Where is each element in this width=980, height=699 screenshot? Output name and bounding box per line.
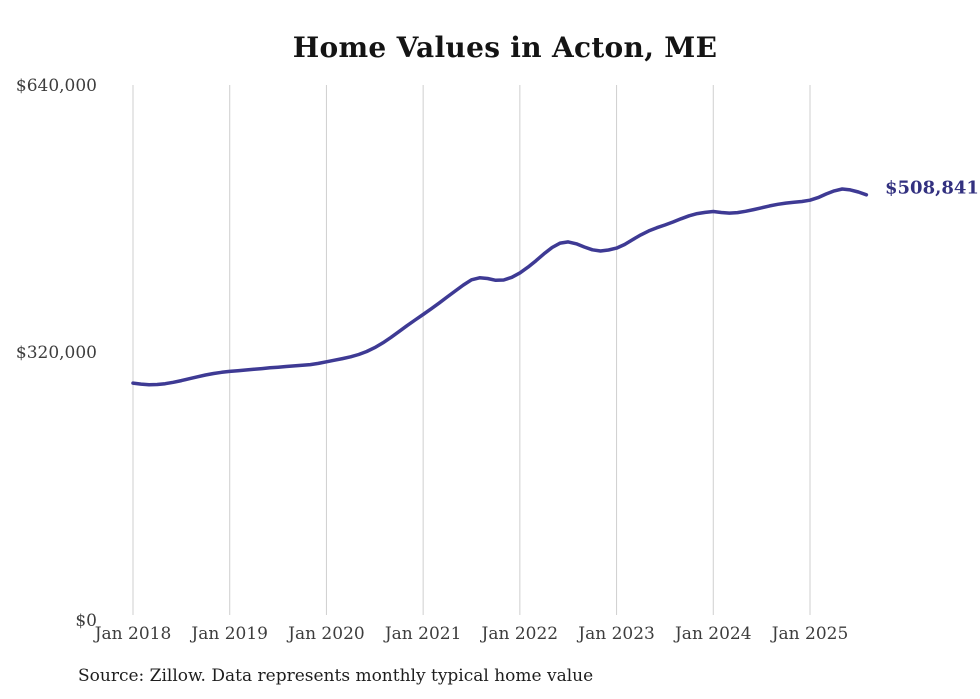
x-axis-label: Jan 2018 [94,624,172,644]
x-axis-label: Jan 2024 [674,624,752,644]
latest-value-label: $508,841 [885,177,979,199]
chart-title: Home Values in Acton, ME [292,31,718,64]
x-axis-label: Jan 2020 [288,624,365,644]
x-axis-label: Jan 2021 [384,624,462,644]
y-axis-label: $0 [75,611,97,631]
x-axis-label: Jan 2025 [771,624,849,644]
x-axis-label: Jan 2019 [191,624,268,644]
source-note: Source: Zillow. Data represents monthly … [78,666,594,686]
x-axis-label: Jan 2022 [481,624,559,644]
home-value-line [131,187,869,387]
x-axis-label: Jan 2023 [578,624,655,644]
y-axis-label: $320,000 [15,343,97,363]
y-axis-label: $640,000 [15,76,97,96]
